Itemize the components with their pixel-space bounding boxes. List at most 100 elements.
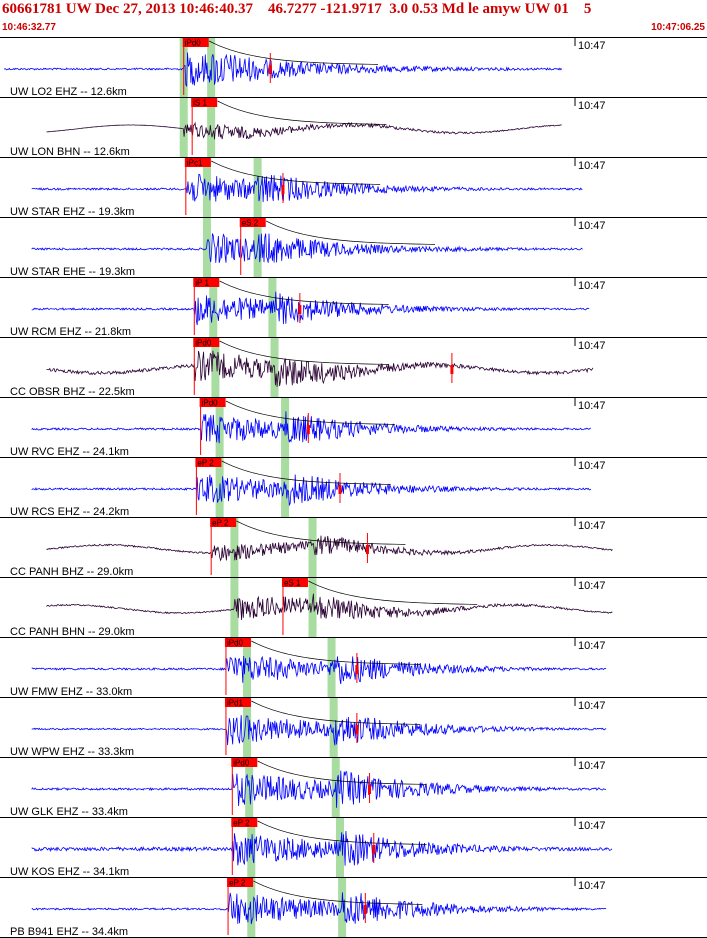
pick-label-3: eS 2 [242, 219, 259, 228]
coda-curve-14 [253, 880, 423, 905]
minute-label-1: 10:47 [578, 100, 606, 112]
waveform-trace-7 [31, 474, 592, 507]
waveform-trace-1 [46, 121, 562, 140]
coda-curve-9 [308, 580, 478, 605]
minute-label-5: 10:47 [578, 340, 606, 352]
pick-box-14 [227, 878, 254, 887]
station-label-7: UW RCS EHZ -- 24.2km [10, 506, 129, 518]
amp-mark-8 [365, 545, 369, 554]
amp-mark-2 [281, 185, 285, 194]
waveform-trace-12 [31, 770, 607, 808]
pick-label-14: eP 2 [229, 879, 246, 888]
arrival-band-p-5 [211, 337, 220, 397]
arrival-band-s-2 [253, 157, 262, 217]
pick-label-10: iPd0 [227, 639, 244, 648]
station-label-3: UW STAR EHE -- 19.3km [10, 266, 135, 278]
minute-label-2: 10:47 [578, 160, 606, 172]
event-title: 60661781 UW Dec 27, 2013 10:46:40.37 46.… [2, 1, 592, 17]
station-label-14: PB B941 EHZ -- 34.4km [10, 926, 128, 938]
station-label-5: CC OBSR BHZ -- 22.5km [10, 386, 135, 398]
waveform-trace-5 [46, 350, 594, 387]
station-label-10: UW FMW EHZ -- 33.0km [10, 686, 132, 698]
coda-curve-7 [221, 460, 391, 485]
pick-box-13 [231, 818, 258, 827]
event-header: 60661781 UW Dec 27, 2013 10:46:40.37 46.… [0, 0, 707, 37]
minute-label-3: 10:47 [578, 220, 606, 232]
pick-label-8: eP 2 [212, 519, 229, 528]
arrival-band-p-2 [202, 157, 211, 217]
pick-label-7: eP 2 [197, 459, 214, 468]
arrival-band-p-8 [230, 517, 239, 577]
amp-mark-13 [372, 845, 376, 854]
arrival-band-s-9 [308, 577, 317, 637]
waveform-trace-4 [31, 291, 590, 326]
minute-label-13: 10:47 [578, 820, 606, 832]
arrival-band-s-14 [338, 877, 347, 937]
coda-curve-12 [257, 760, 427, 785]
amp-mark-12 [368, 785, 372, 794]
waveform-trace-2 [31, 173, 583, 203]
pick-label-12: iPd0 [233, 759, 250, 768]
station-label-2: UW STAR EHZ -- 19.3km [10, 206, 134, 218]
coda-curve-3 [265, 220, 436, 245]
waveform-trace-6 [31, 411, 591, 444]
waveform-trace-0 [3, 52, 563, 88]
pick-label-5: iPd0 [195, 339, 212, 348]
arrival-band-p-14 [247, 877, 256, 937]
coda-curve-1 [217, 100, 387, 125]
pick-box-10 [224, 638, 251, 647]
pick-label-6: iPd0 [202, 399, 219, 408]
arrival-band-s-1 [207, 97, 216, 157]
minute-label-8: 10:47 [578, 520, 606, 532]
station-label-1: UW LON BHN -- 12.6km [10, 146, 130, 158]
amp-mark-11 [355, 725, 359, 734]
arrival-band-s-8 [308, 517, 317, 577]
coda-curve-6 [225, 400, 395, 425]
pick-label-2: iPc1 [187, 159, 203, 168]
arrival-band-s-13 [335, 817, 344, 877]
minute-label-6: 10:47 [578, 400, 606, 412]
arrival-band-p-1 [179, 97, 188, 157]
coda-curve-10 [251, 640, 421, 665]
pick-box-0 [182, 38, 209, 47]
amp-mark-6 [306, 425, 310, 434]
minute-label-4: 10:47 [578, 280, 606, 292]
station-label-4: UW RCM EHZ -- 21.8km [10, 326, 131, 338]
arrival-band-s-4 [268, 277, 277, 337]
minute-label-12: 10:47 [578, 760, 606, 772]
arrival-band-s-10 [327, 637, 336, 697]
station-label-0: UW LO2 EHZ -- 12.6km [10, 86, 127, 98]
waveform-trace-10 [31, 655, 607, 685]
station-label-8: CC PANH BHZ -- 29.0km [10, 566, 133, 578]
pick-box-2 [184, 158, 211, 167]
coda-curve-11 [251, 700, 421, 725]
station-label-12: UW GLK EHZ -- 33.4km [10, 806, 128, 818]
minute-label-10: 10:47 [578, 640, 606, 652]
coda-curve-0 [208, 40, 379, 65]
amp-mark-0 [268, 65, 272, 74]
waveform-trace-14 [31, 892, 607, 925]
amp-mark-10 [355, 665, 359, 674]
coda-curve-8 [236, 520, 406, 545]
arrival-band-p-4 [209, 277, 218, 337]
coda-curve-4 [219, 280, 389, 305]
pick-box-5 [193, 338, 220, 347]
waveform-trace-9 [46, 593, 613, 621]
amp-mark-4 [298, 305, 302, 314]
station-label-6: UW RVC EHZ -- 24.1km [10, 446, 129, 458]
amp-mark-7 [338, 485, 342, 494]
minute-label-9: 10:47 [578, 580, 606, 592]
coda-curve-5 [219, 340, 389, 365]
coda-curve-2 [211, 160, 381, 185]
minute-label-14: 10:47 [578, 880, 606, 892]
pick-label-11: iPd1 [227, 699, 244, 708]
station-label-9: CC PANH BHN -- 29.0km [10, 626, 134, 638]
pick-box-1 [191, 98, 218, 107]
pick-box-12 [231, 758, 258, 767]
arrival-band-s-11 [329, 697, 338, 757]
pick-box-6 [199, 398, 226, 407]
arrival-band-s-0 [207, 37, 216, 97]
pick-box-11 [224, 698, 251, 707]
waveform-trace-11 [31, 715, 607, 746]
waveform-trace-8 [46, 535, 613, 562]
